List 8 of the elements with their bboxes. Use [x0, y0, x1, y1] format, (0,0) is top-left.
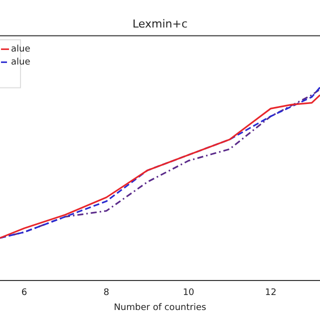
x-tick-label: 10 [182, 288, 195, 298]
legend-label: alue [11, 44, 31, 55]
x-tick-label: 8 [104, 288, 110, 298]
x-tick-label: 6 [21, 288, 28, 298]
x-axis-title: Number of countries [114, 302, 206, 313]
x-tick-label: 12 [264, 288, 276, 298]
legend-label: alue [11, 58, 31, 68]
chart-title: Lexmin+c [132, 17, 188, 30]
